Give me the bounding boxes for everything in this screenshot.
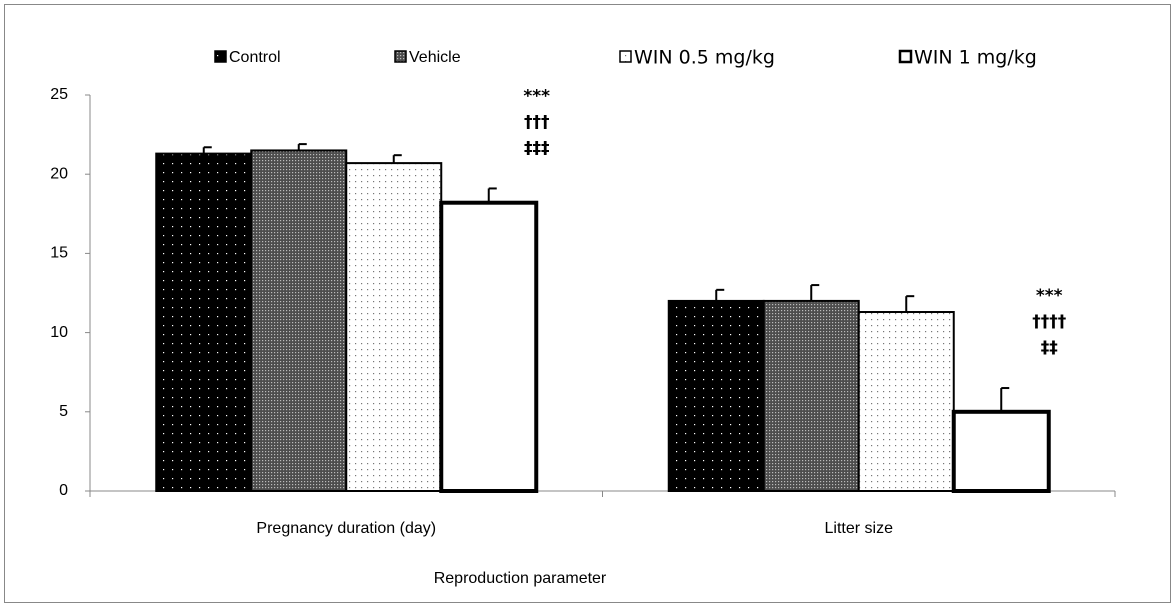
annotation: *** bbox=[523, 86, 550, 106]
bar bbox=[667, 299, 765, 493]
y-tick-label: 10 bbox=[50, 324, 68, 341]
bar bbox=[250, 149, 348, 492]
annotation: †††† bbox=[1032, 312, 1066, 332]
bar bbox=[439, 200, 539, 493]
legend-label: Control bbox=[229, 49, 281, 66]
x-axis-title: Reproduction parameter bbox=[434, 570, 607, 587]
annotation: *** bbox=[1036, 286, 1063, 306]
bar bbox=[345, 162, 443, 492]
legend-label: Vehicle bbox=[409, 49, 461, 66]
annotation: ‡‡ bbox=[1041, 338, 1058, 358]
legend-label: WIN 1 mg/kg bbox=[914, 47, 1037, 69]
legend-swatch bbox=[619, 50, 632, 63]
x-tick-label: Litter size bbox=[825, 520, 894, 537]
y-tick-label: 20 bbox=[50, 165, 68, 182]
y-tick-label: 25 bbox=[50, 86, 68, 103]
x-tick-label: Pregnancy duration (day) bbox=[256, 520, 436, 537]
chart-border bbox=[4, 4, 1171, 603]
y-tick-label: 15 bbox=[50, 245, 68, 262]
legend-swatch bbox=[214, 50, 227, 63]
bar bbox=[762, 299, 860, 493]
bar bbox=[857, 311, 955, 492]
annotation: ‡‡‡ bbox=[524, 138, 550, 158]
legend-swatch bbox=[898, 49, 913, 64]
bar bbox=[155, 152, 253, 492]
legend-swatch bbox=[394, 50, 407, 63]
y-tick-label: 0 bbox=[59, 482, 68, 499]
bar bbox=[951, 409, 1051, 493]
annotation: ††† bbox=[524, 112, 550, 132]
y-tick-label: 5 bbox=[59, 403, 68, 420]
legend-label: WIN 0.5 mg/kg bbox=[634, 47, 775, 69]
